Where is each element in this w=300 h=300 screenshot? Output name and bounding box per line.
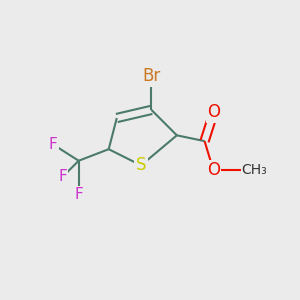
- Text: Br: Br: [142, 68, 160, 85]
- Text: CH₃: CH₃: [242, 163, 267, 177]
- Text: O: O: [207, 161, 220, 179]
- Text: S: S: [136, 156, 146, 174]
- Text: F: F: [58, 169, 67, 184]
- Text: O: O: [207, 103, 220, 121]
- Text: F: F: [74, 187, 83, 202]
- Text: F: F: [49, 137, 58, 152]
